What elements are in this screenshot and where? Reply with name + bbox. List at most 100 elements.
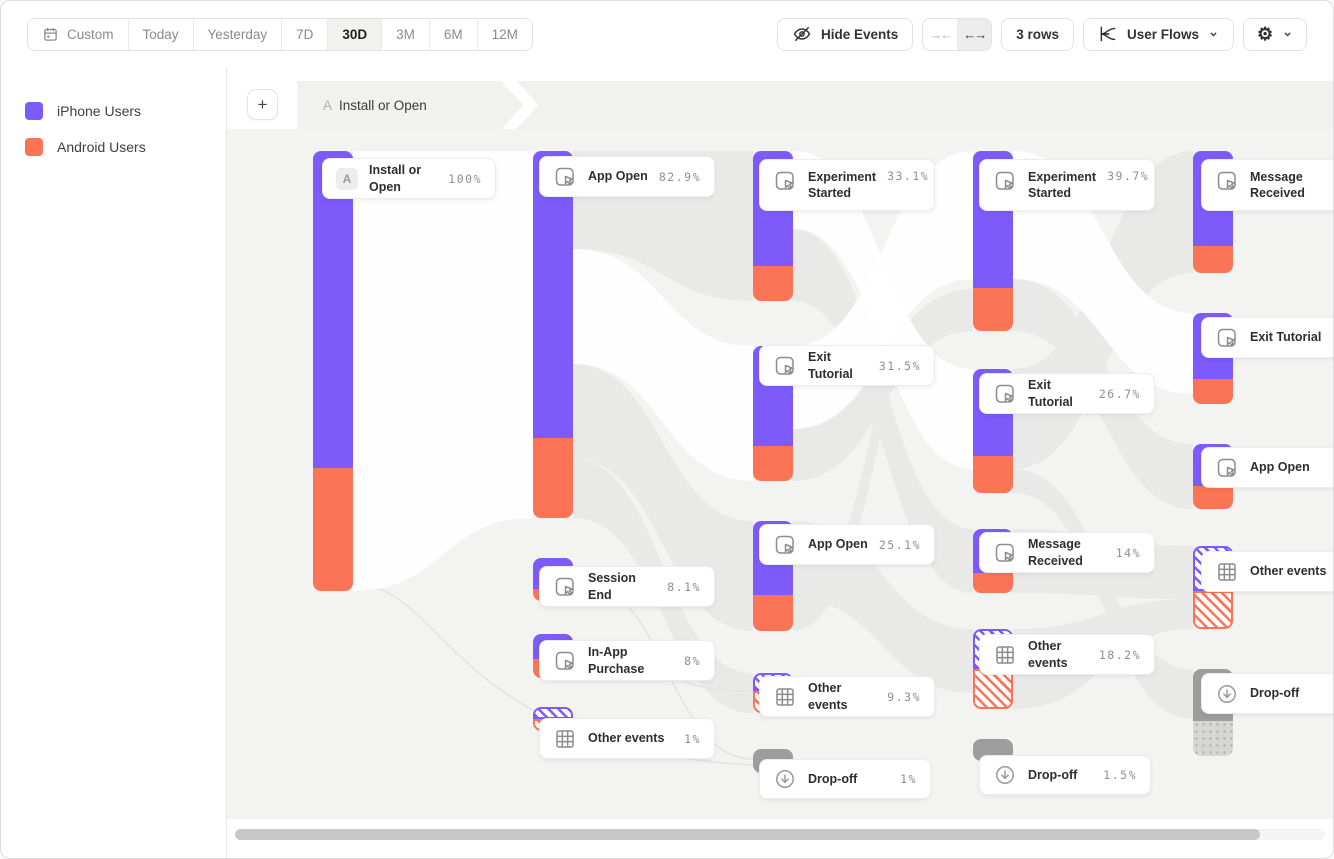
legend-sidebar: iPhone Users Android Users xyxy=(1,67,227,858)
node-card-c4-message-received[interactable]: Message Received 14% xyxy=(979,532,1155,573)
node-label: App Open xyxy=(1250,460,1310,475)
node-card-c3-other-events[interactable]: Other events 9.3% xyxy=(759,676,935,717)
node-percent: 1% xyxy=(900,772,917,786)
node-label: Other events xyxy=(1250,564,1327,579)
date-range-7d[interactable]: 7D xyxy=(282,18,329,50)
node-card-c5-message-received[interactable]: Message Received xyxy=(1201,159,1333,211)
node-label: Exit Tutorial xyxy=(1028,378,1073,409)
sankey-canvas: A Install or Open 100% App Open 82.9% Session… xyxy=(227,129,1333,821)
event-icon xyxy=(1215,326,1239,350)
breadcrumb-step-label: Install or Open xyxy=(339,97,427,113)
expand-columns-button[interactable]: ←→ xyxy=(957,18,992,50)
legend-item-0[interactable]: iPhone Users xyxy=(25,93,226,129)
step-letter-badge: A xyxy=(336,167,358,190)
legend-swatch xyxy=(25,102,43,120)
node-label: Exit Tutorial xyxy=(1250,330,1322,345)
toolbar-right: Hide Events →← ←→ 3 rows User Flow xyxy=(776,17,1307,51)
node-percent: 100% xyxy=(448,171,482,186)
date-range-custom[interactable]: Custom xyxy=(28,18,129,50)
add-step-button[interactable]: + xyxy=(247,89,278,120)
dropoff-icon xyxy=(993,763,1017,787)
node-card-c2-in-app-purchase[interactable]: In-App Purchase 8% xyxy=(539,640,715,681)
node-label: In-App Purchase xyxy=(588,645,645,676)
chevron-down-icon: ⌄ xyxy=(1208,24,1219,39)
node-label: Other events xyxy=(1028,639,1068,670)
node-label: Other events xyxy=(588,731,665,746)
node-label: App Open xyxy=(808,537,868,552)
legend-label: iPhone Users xyxy=(57,103,142,119)
event-icon xyxy=(773,354,797,378)
view-selector-button[interactable]: User Flows ⌄ xyxy=(1083,17,1234,51)
node-card-c3-drop-off[interactable]: Drop-off 1% xyxy=(759,759,931,799)
event-icon xyxy=(1215,456,1239,480)
node-card-c5-exit-tutorial[interactable]: Exit Tutorial xyxy=(1201,317,1333,358)
horizontal-scrollbar-track[interactable] xyxy=(235,829,1325,840)
date-range-yesterday[interactable]: Yesterday xyxy=(194,18,283,50)
grid-icon xyxy=(553,727,577,751)
node-card-c2-other-events[interactable]: Other events 1% xyxy=(539,718,715,759)
event-icon xyxy=(993,541,1017,565)
date-range-12m[interactable]: 12M xyxy=(491,26,518,42)
hide-events-button[interactable]: Hide Events xyxy=(776,17,914,51)
node-label: Experiment Started xyxy=(1028,170,1097,201)
date-range-3m[interactable]: 3M xyxy=(382,18,430,50)
node-label: Drop-off xyxy=(1028,767,1078,782)
event-icon xyxy=(553,165,577,189)
rows-button[interactable]: 3 rows xyxy=(1001,17,1075,51)
node-card-c3-app-open[interactable]: App Open 25.1% xyxy=(759,524,935,565)
breadcrumb-chevrons xyxy=(501,81,539,129)
node-card-c5-drop-off[interactable]: Drop-off xyxy=(1201,673,1333,714)
node-card-c4-other-events[interactable]: Other events 18.2% xyxy=(979,634,1155,675)
event-icon xyxy=(993,382,1017,406)
node-label: Exit Tutorial xyxy=(808,350,853,381)
node-bar-c2-app-open[interactable] xyxy=(533,151,573,518)
node-percent: 33.1% xyxy=(887,169,930,183)
hide-events-label: Hide Events xyxy=(820,26,899,42)
node-card-c3-experiment-started[interactable]: Experiment Started 33.1% xyxy=(759,159,935,211)
date-range-6m[interactable]: 6M xyxy=(430,18,478,50)
grid-icon xyxy=(993,643,1017,667)
flow-header: + A Install or Open xyxy=(227,67,1333,129)
settings-button[interactable]: ⚙ ⌄ xyxy=(1242,17,1307,51)
node-bar-c1-install[interactable] xyxy=(313,151,353,591)
node-percent: 1.5% xyxy=(1103,768,1137,782)
event-icon xyxy=(773,169,797,193)
chevron-down-icon: ⌄ xyxy=(1282,24,1293,39)
eye-off-icon xyxy=(792,24,812,44)
user-flows-icon xyxy=(1098,24,1118,44)
legend-swatch xyxy=(25,138,43,156)
node-card-c3-exit-tutorial[interactable]: Exit Tutorial 31.5% xyxy=(759,345,935,386)
node-percent: 18.2% xyxy=(1098,647,1141,662)
event-icon xyxy=(993,169,1017,193)
bottom-strip xyxy=(227,819,1333,858)
collapse-columns-button[interactable]: →← xyxy=(929,26,953,42)
event-icon xyxy=(553,649,577,673)
node-percent: 39.7% xyxy=(1107,169,1150,183)
node-card-c4-experiment-started[interactable]: Experiment Started 39.7% xyxy=(979,159,1155,211)
calendar-icon xyxy=(42,26,59,43)
node-label: Session End xyxy=(588,571,636,602)
event-icon xyxy=(773,533,797,557)
node-percent: 82.9% xyxy=(658,169,701,184)
legend-label: Android Users xyxy=(57,139,146,155)
node-label: Other events xyxy=(808,681,848,712)
legend-item-1[interactable]: Android Users xyxy=(25,129,226,165)
date-range-30d[interactable]: 30D xyxy=(328,18,383,50)
node-card-c2-app-open[interactable]: App Open 82.9% xyxy=(539,156,715,197)
horizontal-scrollbar-thumb[interactable] xyxy=(235,829,1260,840)
node-card-c4-exit-tutorial[interactable]: Exit Tutorial 26.7% xyxy=(979,373,1155,414)
event-icon xyxy=(1215,169,1239,193)
rows-label: 3 rows xyxy=(1016,26,1060,42)
node-label: Experiment Started xyxy=(808,170,877,201)
node-card-c2-session-end[interactable]: Session End 8.1% xyxy=(539,566,715,607)
node-card-c5-other-events[interactable]: Other events xyxy=(1201,551,1333,592)
grid-icon xyxy=(1215,560,1239,584)
date-range-today[interactable]: Today xyxy=(129,18,194,50)
breadcrumb[interactable]: A Install or Open xyxy=(297,81,1333,129)
view-label: User Flows xyxy=(1127,26,1200,42)
node-card-c4-drop-off[interactable]: Drop-off 1.5% xyxy=(979,755,1151,795)
node-card-c5-app-open[interactable]: App Open xyxy=(1201,447,1333,488)
grid-icon xyxy=(773,685,797,709)
node-card-c1-install[interactable]: A Install or Open 100% xyxy=(322,158,496,199)
